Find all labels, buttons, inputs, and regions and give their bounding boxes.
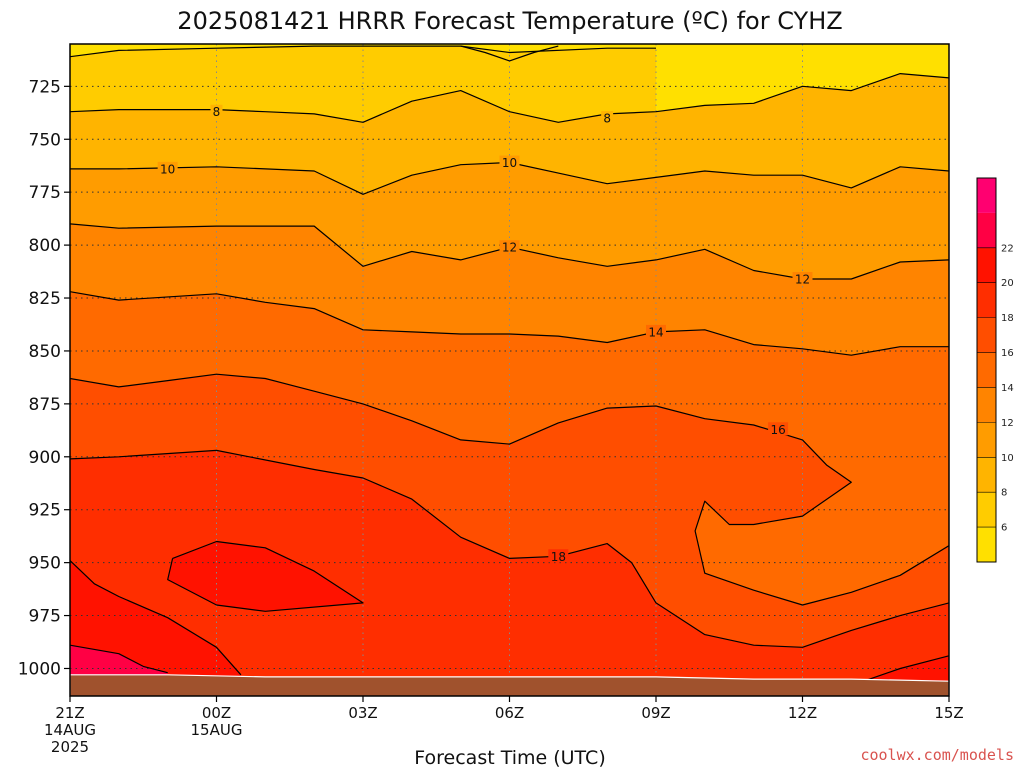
contour-label-14: 14 — [648, 325, 663, 339]
x-tick-label-9-0: 06Z — [495, 704, 524, 722]
colorbar-swatch-2 — [977, 457, 996, 493]
colorbar-swatch-3 — [977, 422, 996, 458]
colorbar-label-12: 12 — [1001, 418, 1014, 429]
credit-text: coolwx.com/models — [860, 746, 1014, 764]
colorbar: 6 8 10 12 14 16 18 20 22 — [976, 177, 1014, 563]
contour-label-bg-7 — [768, 422, 789, 436]
contour-label-8: 8 — [603, 112, 611, 126]
contour-line-8-1 — [70, 72, 949, 123]
y-tick-label-900: 900 — [29, 448, 61, 468]
contour-label-18: 18 — [551, 550, 566, 564]
contour-line-16-1 — [70, 373, 949, 606]
contour-label-16: 16 — [770, 423, 785, 437]
colorbar-swatch-9 — [977, 212, 996, 248]
y-tick-label-975: 975 — [29, 607, 61, 627]
colorbar-label-14: 14 — [1001, 383, 1014, 394]
contour-fills — [70, 44, 949, 696]
y-tick-label-950: 950 — [29, 554, 61, 574]
y-tick-label-925: 925 — [29, 501, 61, 521]
contour-label-12: 12 — [502, 241, 517, 255]
contour-label-bg-1 — [601, 111, 614, 125]
colorbar-swatch-0 — [977, 527, 996, 562]
contour-lines — [70, 45, 949, 686]
colorbar-swatch-4 — [977, 387, 996, 423]
contour-label-bg-3 — [499, 155, 520, 169]
contour-label-bg-0 — [210, 104, 223, 118]
colorbar-swatch-8 — [977, 247, 996, 283]
x-tick-label-18-0: 15Z — [934, 704, 963, 722]
x-tick-label-15-0: 12Z — [788, 704, 817, 722]
contour-line-20-2 — [70, 560, 242, 676]
chart-title: 2025081421 HRRR Forecast Temperature (ºC… — [177, 7, 842, 35]
contour-line-12-1 — [70, 223, 949, 280]
contour-line-10-1 — [70, 161, 949, 195]
colorbar-label-10: 10 — [1001, 453, 1014, 464]
colorbar-label-18: 18 — [1001, 313, 1014, 324]
colorbar-frame — [976, 177, 997, 563]
colorbar-swatch-6 — [977, 317, 996, 353]
y-tick-label-850: 850 — [29, 342, 61, 362]
band-20c-1 — [167, 541, 363, 612]
colorbar-swatch-5 — [977, 352, 996, 388]
x-tick-label-3-1: 15AUG — [191, 721, 243, 739]
colorbar-label-8: 8 — [1001, 488, 1007, 499]
y-axis: 725 750 775 800 825 850 875 900 925 950 975 1000 — [18, 77, 70, 679]
y-tick-label-875: 875 — [29, 395, 61, 415]
y-tick-label-1000: 1000 — [18, 659, 61, 679]
x-tick-label-6-0: 03Z — [348, 704, 377, 722]
y-tick-label-800: 800 — [29, 236, 61, 256]
contour-line-6-2 — [460, 45, 559, 62]
contour-label-bg-8 — [548, 549, 569, 563]
colorbar-label-6: 6 — [1001, 523, 1007, 534]
contour-label-10: 10 — [160, 162, 175, 176]
contour-line-22-1 — [70, 644, 168, 674]
contour-label-bg-5 — [792, 271, 813, 285]
colorbar-swatch-1 — [977, 492, 996, 528]
colorbar-swatch-7 — [977, 282, 996, 318]
contour-label-12: 12 — [795, 272, 810, 286]
contour-label-8: 8 — [213, 105, 221, 119]
contour-labels: 8 8 10 10 12 12 14 16 18 — [157, 104, 813, 564]
colorbar-label-22: 22 — [1001, 243, 1014, 254]
ground-terrain — [70, 674, 949, 696]
x-tick-label-3-0: 00Z — [202, 704, 231, 722]
contour-label-bg-6 — [646, 324, 666, 338]
colorbar-swatch-10 — [977, 178, 996, 213]
contour-label-bg-2 — [157, 161, 178, 175]
y-tick-label-775: 775 — [29, 183, 61, 203]
contour-line-18-1 — [70, 449, 949, 648]
x-tick-label-0-2: 2025 — [51, 738, 89, 756]
y-tick-label-750: 750 — [29, 130, 61, 150]
contour-label-bg-4 — [499, 240, 520, 254]
contour-line-14-1 — [70, 291, 949, 356]
contour-line-20-1 — [167, 540, 364, 612]
x-axis-label: Forecast Time (UTC) — [414, 747, 605, 768]
colorbar-label-20: 20 — [1001, 278, 1014, 289]
x-tick-label-0-1: 14AUG — [44, 721, 96, 739]
ground-fill — [70, 674, 949, 696]
grid-lines — [70, 44, 949, 696]
contour-label-10: 10 — [502, 156, 517, 170]
colorbar-label-16: 16 — [1001, 348, 1014, 359]
y-tick-label-725: 725 — [29, 77, 61, 97]
x-tick-label-0-0: 21Z — [55, 704, 84, 722]
y-tick-label-825: 825 — [29, 289, 61, 309]
contour-line-6-1 — [70, 45, 656, 58]
x-tick-label-12-0: 09Z — [641, 704, 670, 722]
